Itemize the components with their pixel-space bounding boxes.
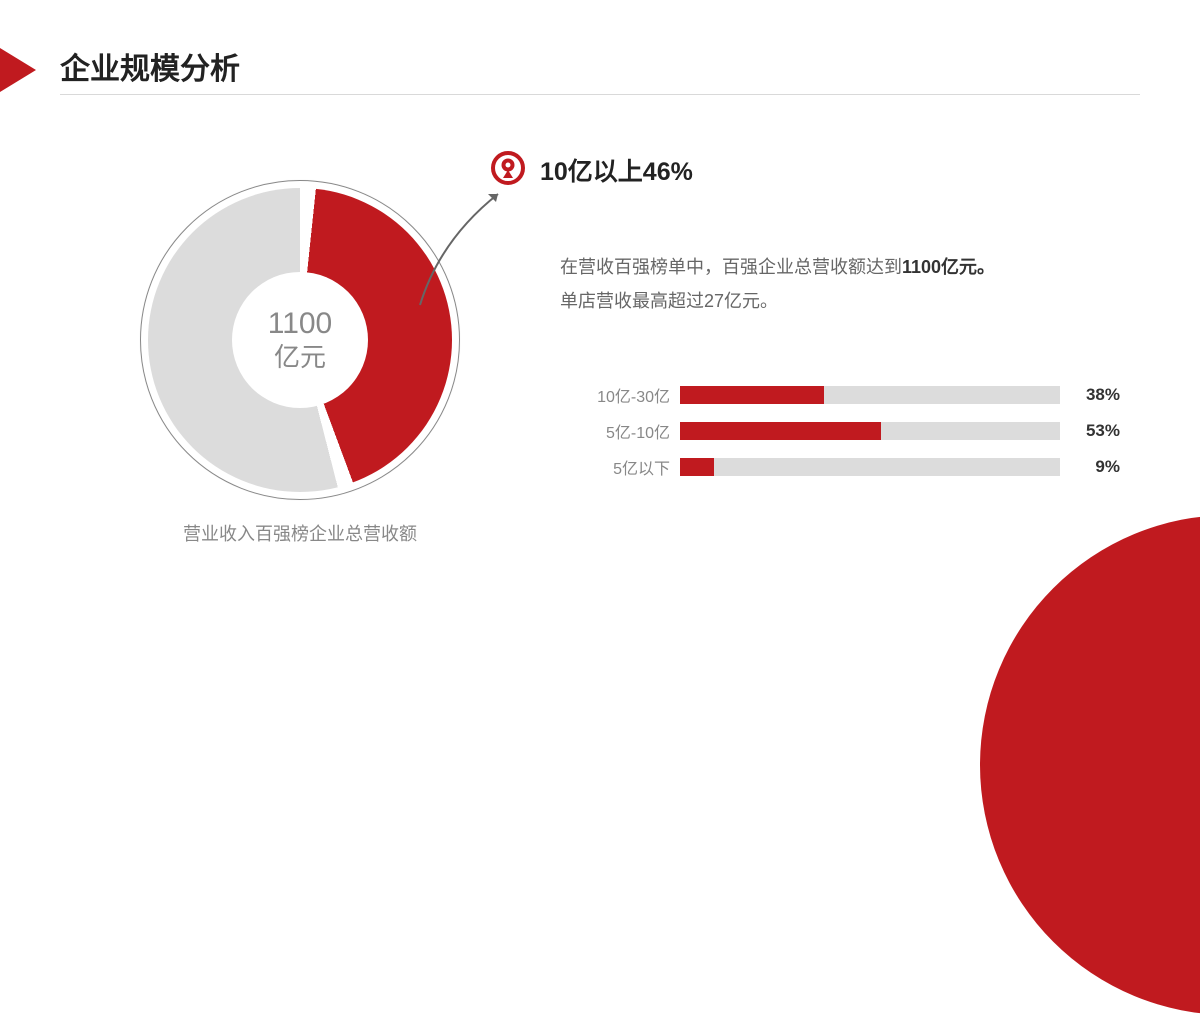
bar-fill [680, 458, 714, 476]
description: 在营收百强榜单中，百强企业总营收额达到1100亿元。 单店营收最高超过27亿元。 [560, 250, 1120, 318]
donut-center-unit: 亿元 [274, 337, 326, 374]
page-title: 企业规模分析 [60, 48, 240, 92]
desc-bold: 1100亿元。 [902, 257, 995, 277]
bar-track [680, 386, 1060, 404]
bar-fill [680, 386, 824, 404]
map-pin-icon [490, 150, 526, 191]
corner-arc [980, 515, 1200, 1015]
desc-part2: 单店营收最高超过27亿元。 [560, 291, 778, 311]
bar-label: 5亿-10亿 [560, 419, 680, 443]
bar-row: 5亿-10亿 53% [560, 416, 1120, 446]
bar-row: 10亿-30亿 38% [560, 380, 1120, 410]
bar-label: 5亿以下 [560, 455, 680, 479]
donut-center-value: 1100 [268, 307, 333, 341]
bar-row: 5亿以下 9% [560, 452, 1120, 482]
bar-value: 38% [1060, 385, 1120, 405]
bar-fill [680, 422, 881, 440]
corner-triangle [0, 48, 36, 92]
bar-chart: 10亿-30亿 38% 5亿-10亿 53% 5亿以下 9% [560, 380, 1120, 488]
bar-value: 9% [1060, 457, 1120, 477]
bar-label: 10亿-30亿 [560, 383, 680, 407]
bar-track [680, 458, 1060, 476]
title-underline [60, 94, 1140, 95]
bar-value: 53% [1060, 421, 1120, 441]
donut-chart: 1100 亿元 [140, 180, 460, 500]
desc-part1: 在营收百强榜单中，百强企业总营收额达到 [560, 257, 902, 277]
donut-caption: 营业收入百强榜企业总营收额 [140, 520, 460, 546]
donut-center: 1100 亿元 [232, 272, 368, 408]
callout-text: 10亿以上46% [540, 152, 693, 188]
bar-track [680, 422, 1060, 440]
